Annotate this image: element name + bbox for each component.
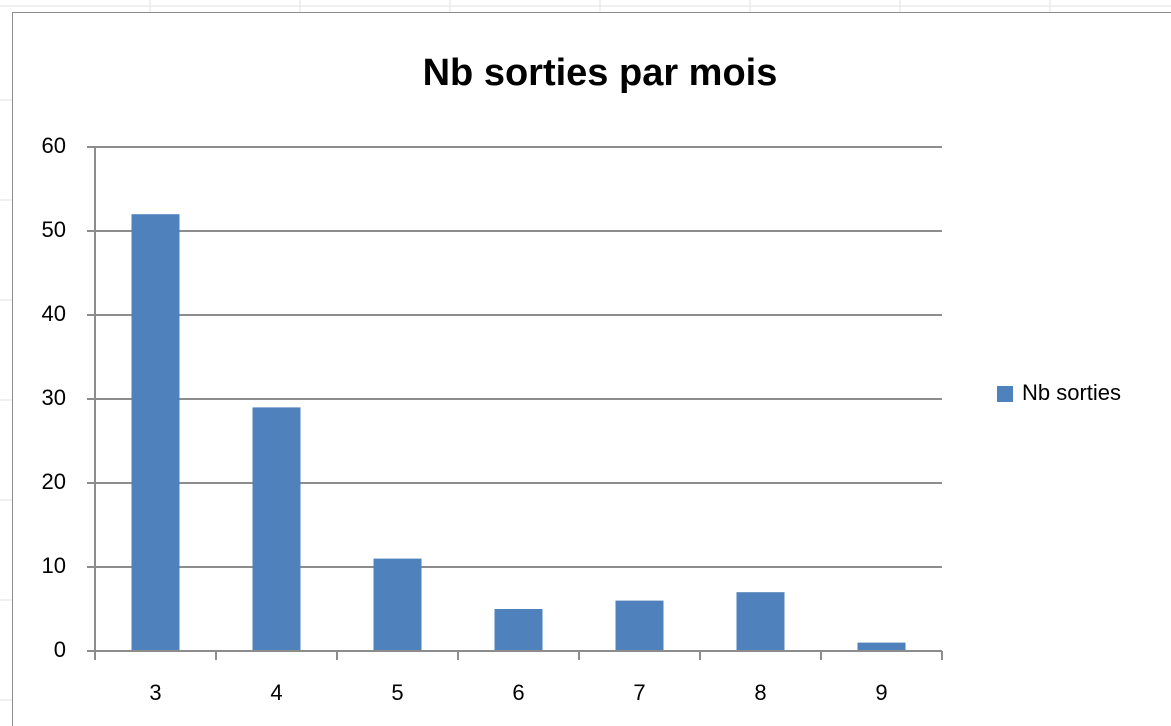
y-tick-label: 0 xyxy=(54,637,66,662)
x-tick-label: 7 xyxy=(633,680,645,705)
y-tick-label: 10 xyxy=(42,553,66,578)
y-tick-label: 50 xyxy=(42,217,66,242)
y-tick-label: 60 xyxy=(42,133,66,158)
chart-title: Nb sorties par mois xyxy=(423,52,778,94)
bar xyxy=(494,609,543,651)
chart-area xyxy=(12,12,1171,726)
x-tick-label: 4 xyxy=(270,680,282,705)
bar xyxy=(615,600,664,651)
legend-label: Nb sorties xyxy=(1022,380,1121,405)
y-tick-label: 20 xyxy=(42,469,66,494)
y-tick-label: 30 xyxy=(42,385,66,410)
bar xyxy=(857,642,906,651)
x-tick-label: 8 xyxy=(754,680,766,705)
x-tick-label: 6 xyxy=(512,680,524,705)
bar xyxy=(252,407,301,651)
y-tick-label: 40 xyxy=(42,301,66,326)
x-tick-label: 3 xyxy=(149,680,161,705)
bar xyxy=(736,592,785,651)
sheet-grid xyxy=(0,0,1171,701)
bar xyxy=(373,558,422,651)
bar xyxy=(131,214,180,651)
x-tick-label: 9 xyxy=(875,680,887,705)
legend-swatch xyxy=(997,386,1013,402)
x-tick-label: 5 xyxy=(391,680,403,705)
